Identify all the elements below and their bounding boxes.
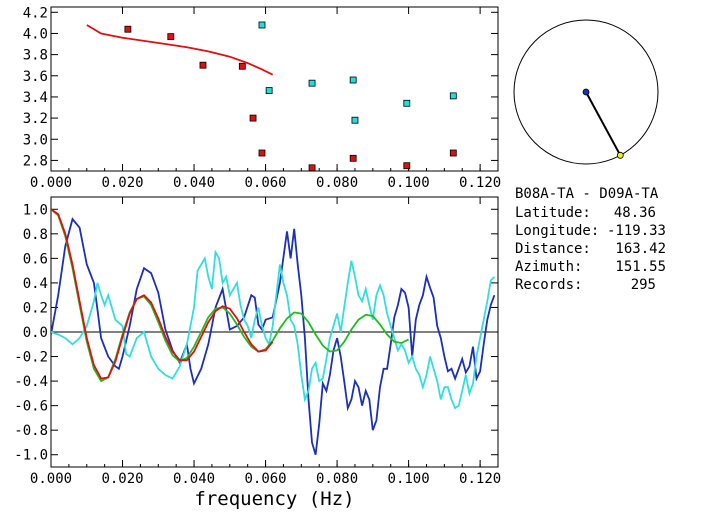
dial-center-dot [582, 88, 590, 96]
x-tick-label: 0.000 [30, 175, 72, 191]
longitude-value: -119.33 [607, 223, 666, 239]
data-point [349, 76, 357, 84]
y-tick-label: 3.2 [23, 111, 48, 127]
y-tick-label: -0.2 [14, 350, 48, 366]
data-point [349, 154, 357, 162]
y-tick-label: 0.8 [23, 227, 48, 243]
azimuth-needle [585, 91, 622, 156]
series-line-2 [86, 24, 274, 76]
y-tick-label: -0.8 [14, 423, 48, 439]
x-tick-label: 0.100 [388, 175, 430, 191]
data-point [124, 25, 132, 33]
x-tick-label: 0.020 [101, 471, 143, 487]
series-line-3 [51, 208, 274, 380]
latitude-value: 48.36 [614, 205, 656, 221]
station-pair: B08A-TA - D09A-TA [515, 186, 659, 202]
x-tick-label: 0.080 [316, 471, 358, 487]
x-tick-label: 0.080 [316, 175, 358, 191]
y-tick-label: -0.4 [14, 374, 48, 390]
records-value: 295 [631, 277, 656, 293]
data-point [308, 164, 316, 172]
x-tick-label: 0.000 [30, 471, 72, 487]
y-tick-label: 0.2 [23, 300, 48, 316]
data-point [403, 162, 411, 170]
latitude-label: Latitude: [515, 205, 591, 221]
x-tick-label: 0.120 [459, 175, 501, 191]
dial-circle [513, 19, 659, 165]
series-line-1 [51, 249, 496, 410]
longitude-label: Longitude: [515, 223, 599, 239]
azimuth-dial [513, 19, 659, 165]
series-line-0 [51, 217, 496, 455]
records-label: Records: [515, 277, 582, 293]
distance-label: Distance: [515, 241, 591, 257]
y-tick-label: 3.4 [23, 90, 48, 106]
azimuth-label: Azimuth: [515, 259, 582, 275]
x-tick-label: 0.060 [244, 175, 286, 191]
data-point [265, 87, 273, 94]
station-info: B08A-TA - D09A-TA Latitude: 48.36 Longit… [515, 186, 666, 293]
y-tick-label: 2.8 [23, 153, 48, 169]
dispersion-panel: 0.000 0.020 0.040 0.060 0.080 0.100 0.120 2.8 3.… [23, 5, 501, 191]
correlation-panel: 0.000 0.020 0.040 0.060 0.080 0.100 0.120 1.0 0.… [14, 196, 501, 510]
data-point [258, 149, 266, 157]
data-point [238, 62, 246, 70]
x-tick-label: 0.040 [173, 471, 215, 487]
x-tick-label: 0.040 [173, 175, 215, 191]
y-tick-label: 1.0 [23, 202, 48, 218]
y-tick-label: 4.2 [23, 5, 48, 21]
data-point [403, 99, 411, 107]
x-axis-label: frequency (Hz) [194, 488, 354, 510]
x-tick-label: 0.020 [101, 175, 143, 191]
y-tick-label: 0.4 [23, 276, 48, 292]
y-tick-label: 3.6 [23, 69, 48, 85]
data-point [308, 79, 316, 87]
data-point [449, 149, 457, 157]
y-tick-label: 0.6 [23, 251, 48, 267]
data-point [351, 116, 359, 124]
y-tick-label: -1.0 [14, 448, 48, 464]
x-tick-label: 0.120 [459, 471, 501, 487]
y-tick-label: -0.6 [14, 399, 48, 415]
azimuth-value: 151.55 [615, 259, 666, 275]
data-point [258, 21, 266, 29]
y-tick-label: 3.8 [23, 48, 48, 64]
data-point [449, 92, 457, 100]
plot-frame [50, 6, 499, 172]
x-tick-label: 0.100 [388, 471, 430, 487]
data-point [167, 33, 175, 41]
y-tick-label: 4.0 [23, 26, 48, 42]
y-tick-label: 0.0 [23, 325, 48, 341]
x-tick-label: 0.060 [244, 471, 286, 487]
distance-value: 163.42 [615, 241, 666, 257]
y-tick-label: 3.0 [23, 132, 48, 148]
dial-end-dot [616, 151, 624, 159]
data-point [199, 61, 207, 69]
data-point [249, 114, 257, 122]
